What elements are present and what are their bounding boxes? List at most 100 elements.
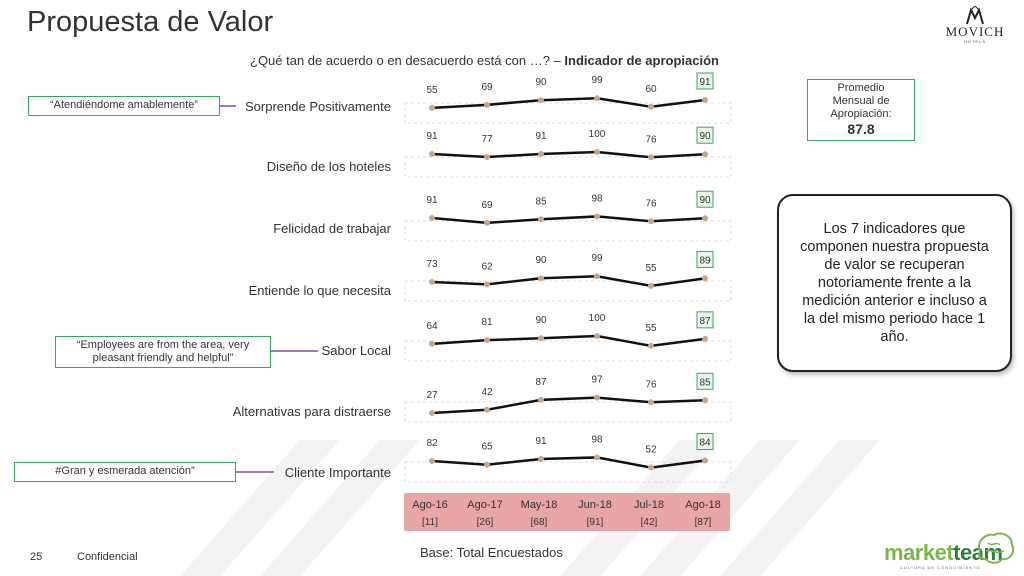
data-point xyxy=(648,154,654,161)
brand-name: MOVICH xyxy=(945,24,1005,39)
data-point xyxy=(702,457,708,464)
data-point xyxy=(429,104,435,111)
marketteam-tagline: CULTURA DE CONOCIMIENTO xyxy=(900,565,981,570)
data-point xyxy=(648,399,654,406)
question-subtitle: ¿Qué tan de acuerdo o en desacuerdo está… xyxy=(250,53,719,68)
data-point xyxy=(484,101,490,108)
data-label: 76 xyxy=(645,379,657,390)
highlight-box xyxy=(696,72,714,90)
data-label: 99 xyxy=(591,75,603,86)
highlight-box xyxy=(696,372,714,390)
data-label: 65 xyxy=(481,442,493,453)
series-line xyxy=(431,334,706,348)
data-label: 76 xyxy=(645,198,657,209)
data-label: 85 xyxy=(535,196,547,207)
data-label: 55 xyxy=(645,263,657,274)
row-band xyxy=(404,220,732,242)
base-count-label: [42] xyxy=(641,517,658,528)
data-point xyxy=(429,278,435,285)
data-label: 89 xyxy=(699,255,711,266)
data-label: 91 xyxy=(535,436,547,447)
x-tick-label: Ago-18 xyxy=(685,499,720,511)
quote-box-1: “Atendiéndome amablemente” xyxy=(28,96,220,116)
data-point xyxy=(538,216,544,223)
data-point xyxy=(648,103,654,110)
data-label: 97 xyxy=(591,375,603,386)
chart-rows: 55 69 90 99 60 91 91 77 91 100 76 90 91 69 85 98 76 90 73 6… xyxy=(404,72,732,483)
highlight-box xyxy=(696,190,714,208)
data-label: 84 xyxy=(699,438,711,449)
data-label: 77 xyxy=(481,134,493,145)
row-label-7: Cliente Importante xyxy=(284,465,391,480)
base-label: Base: Total Encuestados xyxy=(420,545,563,560)
data-point xyxy=(702,275,708,282)
data-point xyxy=(702,151,708,158)
series-line xyxy=(431,150,706,159)
average-line3: Apropiación: xyxy=(830,108,892,120)
page-title: Propuesta de Valor xyxy=(27,6,274,38)
data-label: 98 xyxy=(591,193,603,204)
highlight-box xyxy=(696,311,714,329)
row-band xyxy=(404,340,732,362)
data-label: 90 xyxy=(699,131,711,142)
callout-text: Los 7 indicadores que componen nuestra p… xyxy=(800,221,989,345)
brain-icon xyxy=(978,532,1015,564)
series-line xyxy=(431,215,706,225)
x-tick-label: Ago-16 xyxy=(412,499,447,511)
data-point xyxy=(648,464,654,471)
question-bold: Indicador de apropiación xyxy=(564,53,719,68)
data-point xyxy=(538,275,544,282)
quote-box-2: “Employees are from the area, very pleas… xyxy=(55,336,271,368)
logo-part-a: market xyxy=(884,540,954,565)
quote-box-3: #Gran y esmerada atención” xyxy=(14,462,236,482)
data-point xyxy=(484,406,490,413)
data-point xyxy=(429,410,435,417)
confidential-label: Confidencial xyxy=(77,551,138,563)
data-point xyxy=(538,97,544,104)
base-count-label: [11] xyxy=(422,517,438,528)
data-point xyxy=(484,154,490,161)
data-label: 91 xyxy=(699,77,711,88)
series-row-3: 91 69 85 98 76 90 xyxy=(404,190,732,242)
row-band xyxy=(404,461,732,483)
base-count-label: [68] xyxy=(531,517,548,528)
data-point xyxy=(538,396,544,403)
row-label-2: Diseño de los hoteles xyxy=(266,159,391,174)
row-band xyxy=(404,401,732,423)
data-point xyxy=(702,96,708,103)
series-line xyxy=(431,456,706,469)
highlight-box xyxy=(696,250,714,268)
quote-text-2: “Employees are from the area, very pleas… xyxy=(76,339,250,364)
data-point xyxy=(702,397,708,404)
data-label: 76 xyxy=(645,134,657,145)
row-label-5: Sabor Local xyxy=(321,343,391,358)
data-label: 81 xyxy=(481,317,493,328)
data-point xyxy=(538,335,544,342)
quote-connectors xyxy=(220,105,318,473)
data-label: 100 xyxy=(589,129,606,140)
x-axis: Ago-16 [11] Ago-17 [26] May-18 [68] Jun-18 [91]… xyxy=(404,493,730,531)
data-label: 99 xyxy=(591,253,603,264)
row-label-6: Alternativas para distraerse xyxy=(232,404,391,419)
question-text: ¿Qué tan de acuerdo o en desacuerdo está… xyxy=(250,53,561,68)
x-tick-label: Jun-18 xyxy=(578,499,612,511)
data-label: 100 xyxy=(589,313,606,324)
data-label: 55 xyxy=(426,85,438,96)
series-row-5: 64 81 90 100 55 87 xyxy=(404,311,732,362)
data-point xyxy=(484,461,490,468)
data-label: 90 xyxy=(535,77,547,88)
data-label: 55 xyxy=(645,323,657,334)
data-point xyxy=(594,273,600,280)
quote-text-1: “Atendiéndome amablemente” xyxy=(50,99,198,111)
data-point xyxy=(538,455,544,462)
data-point xyxy=(648,342,654,349)
data-point xyxy=(429,457,435,464)
data-point xyxy=(484,337,490,344)
data-point xyxy=(702,215,708,222)
data-label: 91 xyxy=(535,131,547,142)
row-label-3: Felicidad de trabajar xyxy=(273,221,391,236)
average-line2: Mensual de xyxy=(832,95,890,107)
base-count-label: [91] xyxy=(587,517,604,528)
series-row-6: 27 42 87 97 76 85 xyxy=(404,372,732,423)
